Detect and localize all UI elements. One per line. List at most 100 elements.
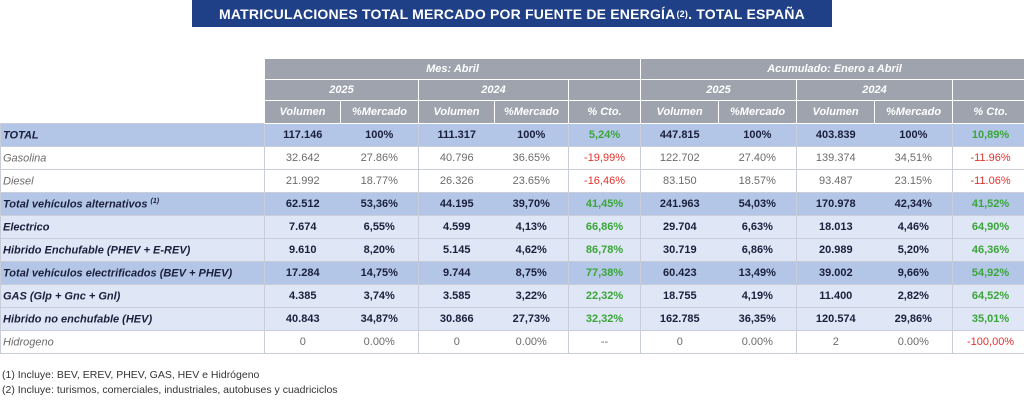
cell-mercado: 3,74%	[340, 284, 419, 308]
row-label: Electrico	[0, 215, 265, 239]
table-row: Total vehículos alternativos (1) 62.512 …	[0, 192, 1024, 216]
cell-volumen: 117.146	[264, 123, 341, 147]
cell-mercado: 8,75%	[494, 261, 569, 285]
cell-mercado: 23.15%	[874, 169, 953, 193]
cell-mercado: 0.00%	[340, 330, 419, 354]
cell-cto: 41,52%	[952, 192, 1024, 216]
cell-volumen: 44.195	[418, 192, 495, 216]
cell-mercado: 0.00%	[494, 330, 569, 354]
cell-mercado: 13,49%	[718, 261, 797, 285]
cell-mercado: 34,87%	[340, 307, 419, 331]
cell-cto: 32,32%	[567, 307, 641, 331]
header-row-period: Mes: Abril Acumulado: Enero a Abril	[0, 58, 1024, 80]
footnotes: (1) Incluye: BEV, EREV, PHEV, GAS, HEV e…	[2, 368, 338, 398]
cell-volumen: 17.284	[264, 261, 341, 285]
cell-volumen: 122.702	[640, 146, 719, 170]
cell-mercado: 100%	[718, 123, 797, 147]
cell-volumen: 93.487	[796, 169, 875, 193]
cell-mercado: 23.65%	[494, 169, 569, 193]
cell-mercado: 18.77%	[340, 169, 419, 193]
table-row: Hibrido no enchufable (HEV) 40.843 34,87…	[0, 307, 1024, 331]
col-volumen: Volumen	[796, 100, 876, 124]
cell-mercado: 34,51%	[874, 146, 953, 170]
cell-cto: 35,01%	[952, 307, 1024, 331]
cell-mercado: 6,63%	[718, 215, 797, 239]
cell-mercado: 18.57%	[718, 169, 797, 193]
cell-volumen: 3.585	[418, 284, 495, 308]
table-row: Electrico 7.674 6,55% 4.599 4,13% 66,86%…	[0, 215, 1024, 239]
col-volumen: Volumen	[264, 100, 341, 124]
cell-cto: -11.96%	[952, 146, 1024, 170]
cell-mercado: 4,46%	[874, 215, 953, 239]
cell-mercado: 39,70%	[494, 192, 569, 216]
cell-cto: 22,32%	[567, 284, 641, 308]
cell-mercado: 36,35%	[718, 307, 797, 331]
cell-volumen: 40.796	[418, 146, 495, 170]
cell-volumen: 139.374	[796, 146, 875, 170]
header-month-2025: 2025	[264, 79, 419, 101]
cell-mercado: 9,66%	[874, 261, 953, 285]
cell-mercado: 29,86%	[874, 307, 953, 331]
cell-volumen: 32.642	[264, 146, 341, 170]
cell-volumen: 7.674	[264, 215, 341, 239]
cell-cto: 66,86%	[567, 215, 641, 239]
header-row-columns: Volumen %Mercado Volumen %Mercado % Cto.…	[0, 100, 1024, 124]
cell-mercado: 3,22%	[494, 284, 569, 308]
table-title-banner: MATRICULACIONES TOTAL MERCADO POR FUENTE…	[192, 0, 832, 27]
col-volumen: Volumen	[640, 100, 720, 124]
cell-volumen: 39.002	[796, 261, 875, 285]
cell-cto: 77,38%	[567, 261, 641, 285]
row-label: Total vehículos alternativos (1)	[0, 192, 265, 216]
cell-cto: --	[567, 330, 641, 354]
col-cto: % Cto.	[567, 100, 642, 124]
cell-cto: 5,24%	[567, 123, 641, 147]
footnote-1: (1) Incluye: BEV, EREV, PHEV, GAS, HEV e…	[2, 369, 260, 381]
table-row: Total vehículos electrificados (BEV + PH…	[0, 261, 1024, 285]
cell-mercado: 27.40%	[718, 146, 797, 170]
table-row: Gasolina 32.642 27.86% 40.796 36.65% -19…	[0, 146, 1024, 170]
cell-cto: 64,90%	[952, 215, 1024, 239]
title-superscript: (2)	[676, 8, 689, 19]
table-row: GAS (Glp + Gnc + Gnl) 4.385 3,74% 3.585 …	[0, 284, 1024, 308]
row-label: Hidrogeno	[0, 330, 265, 354]
cell-volumen: 111.317	[418, 123, 495, 147]
cell-volumen: 26.326	[418, 169, 495, 193]
cell-cto: -11.06%	[952, 169, 1024, 193]
cell-mercado: 2,82%	[874, 284, 953, 308]
cell-mercado: 0.00%	[874, 330, 953, 354]
cell-mercado: 0.00%	[718, 330, 797, 354]
row-label: Diesel	[0, 169, 265, 193]
cell-volumen: 120.574	[796, 307, 875, 331]
col-mercado: %Mercado	[340, 100, 419, 124]
cell-volumen: 18.755	[640, 284, 719, 308]
cell-mercado: 100%	[494, 123, 569, 147]
cell-mercado: 42,34%	[874, 192, 953, 216]
table-row: Hibrido Enchufable (PHEV + E-REV) 9.610 …	[0, 238, 1024, 262]
col-mercado: %Mercado	[718, 100, 798, 124]
cell-volumen: 170.978	[796, 192, 875, 216]
header-row-years: 2025 2024 2025 2024	[0, 79, 1024, 101]
row-label: Gasolina	[0, 146, 265, 170]
cell-cto: -19,99%	[567, 146, 641, 170]
cell-mercado: 6,55%	[340, 215, 419, 239]
cell-cto: -16,46%	[567, 169, 641, 193]
title-main: MATRICULACIONES TOTAL MERCADO POR FUENTE…	[219, 5, 676, 22]
cell-cto: 46,36%	[952, 238, 1024, 262]
table-row: Diesel 21.992 18.77% 26.326 23.65% -16,4…	[0, 169, 1024, 193]
cell-volumen: 9.744	[418, 261, 495, 285]
registrations-table: Mes: Abril Acumulado: Enero a Abril 2025…	[0, 58, 1024, 354]
cell-mercado: 100%	[340, 123, 419, 147]
row-label: GAS (Glp + Gnc + Gnl)	[0, 284, 265, 308]
cell-volumen: 30.866	[418, 307, 495, 331]
cell-mercado: 27.86%	[340, 146, 419, 170]
cell-cto: 64,52%	[952, 284, 1024, 308]
col-mercado: %Mercado	[494, 100, 569, 124]
cell-mercado: 4,62%	[494, 238, 569, 262]
cell-volumen: 4.385	[264, 284, 341, 308]
cell-cto: -100,00%	[952, 330, 1024, 354]
cell-mercado: 4,13%	[494, 215, 569, 239]
footnote-marker: (1)	[150, 197, 160, 205]
cell-mercado: 53,36%	[340, 192, 419, 216]
cell-volumen: 62.512	[264, 192, 341, 216]
cell-cto: 10,89%	[952, 123, 1024, 147]
